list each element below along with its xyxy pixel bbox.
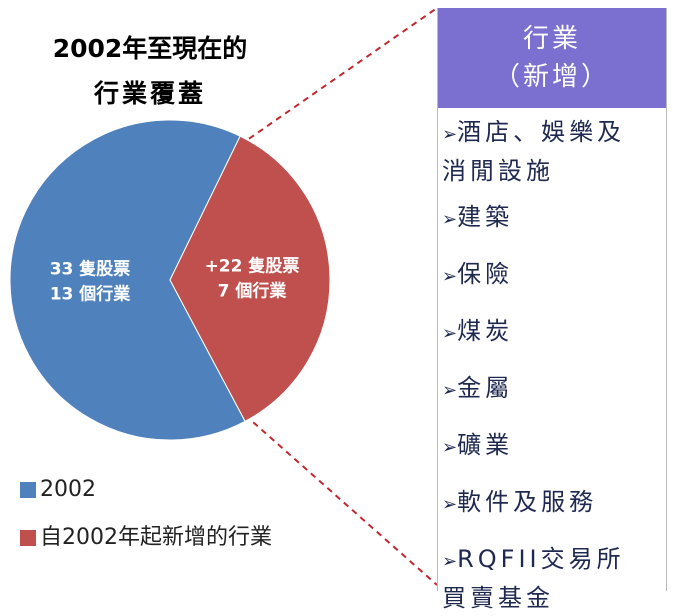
connector bbox=[239, 7, 437, 146]
industry-item: ➢煤炭 bbox=[438, 313, 666, 352]
slice-annotation: +22 隻股票 bbox=[205, 256, 300, 277]
bullet-arrow: ➢ bbox=[442, 124, 458, 145]
chart: 2002年至現在的 行業覆蓋 33 隻股票 13 個行業 +22 隻股票 7 個行業 2… bbox=[9, 7, 437, 586]
item-line: ➢酒店、娛樂及 bbox=[442, 114, 666, 153]
legend-swatch bbox=[20, 482, 36, 498]
slice-annotation: 33 隻股票 bbox=[50, 258, 131, 279]
chart-title: 2002年至現在的 bbox=[53, 34, 248, 63]
header-line: （新增） bbox=[493, 62, 610, 92]
industry-panel: 行業 （新增） ➢酒店、娛樂及 消閒設施 ➢建築 ➢保險 ➢煤炭 ➢金屬 ➢礦業 ➢軟件及服務… bbox=[437, 8, 667, 612]
item-text: 酒店、娛樂及 bbox=[457, 118, 626, 146]
panel-header: 行業 （新增） bbox=[438, 8, 666, 108]
industry-item: ➢保險 bbox=[438, 256, 666, 295]
item-text: RQFII交易所 bbox=[457, 545, 625, 573]
industry-item: ➢金屬 bbox=[438, 370, 666, 409]
item-line: ➢保險 bbox=[442, 256, 666, 295]
item-line: 買賣基金 bbox=[442, 580, 666, 616]
item-text: 消閒設施 bbox=[442, 157, 554, 185]
industry-item: ➢礦業 bbox=[438, 427, 666, 466]
item-line: ➢建築 bbox=[442, 199, 666, 238]
item-text: 保險 bbox=[457, 260, 514, 288]
data-label: 13 個行業 bbox=[50, 283, 131, 304]
pie-slice bbox=[9, 119, 246, 441]
item-line: ➢金屬 bbox=[442, 370, 666, 409]
header-line: 行業 bbox=[522, 24, 581, 54]
industry-item: ➢軟件及服務 bbox=[438, 484, 666, 523]
item-text: 軟件及服務 bbox=[457, 488, 598, 516]
item-text: 煤炭 bbox=[457, 317, 514, 345]
bullet-arrow: ➢ bbox=[442, 551, 458, 572]
chart-title: 行業覆蓋 bbox=[93, 79, 206, 108]
item-line: ➢RQFII交易所 bbox=[442, 541, 666, 580]
industry-list: ➢酒店、娛樂及 消閒設施 ➢建築 ➢保險 ➢煤炭 ➢金屬 ➢礦業 ➢軟件及服務 ➢RQFII交易… bbox=[438, 114, 666, 616]
data-label: 7 個行業 bbox=[218, 281, 287, 302]
legend-label: 自2002年起新增的行業 bbox=[40, 525, 272, 550]
item-text: 金屬 bbox=[457, 374, 514, 402]
item-text: 礦業 bbox=[457, 431, 514, 459]
pie-slice bbox=[169, 135, 331, 422]
bullet-arrow: ➢ bbox=[442, 323, 458, 344]
industry-item: ➢建築 bbox=[438, 199, 666, 238]
item-line: 消閒設施 bbox=[442, 153, 666, 189]
industry-item: ➢酒店、娛樂及消閒設施 bbox=[438, 114, 666, 189]
legend-swatch bbox=[20, 530, 36, 546]
item-line: ➢煤炭 bbox=[442, 313, 666, 352]
item-line: ➢礦業 bbox=[442, 427, 666, 466]
bullet-arrow: ➢ bbox=[442, 380, 458, 401]
bullet-arrow: ➢ bbox=[442, 437, 458, 458]
item-line: ➢軟件及服務 bbox=[442, 484, 666, 523]
item-text: 買賣基金 bbox=[442, 584, 554, 612]
bullet-arrow: ➢ bbox=[442, 494, 458, 515]
connector bbox=[244, 414, 437, 586]
bullet-arrow: ➢ bbox=[442, 209, 458, 230]
legend-label: 2002 bbox=[40, 477, 96, 502]
item-text: 建築 bbox=[457, 203, 514, 231]
bullet-arrow: ➢ bbox=[442, 266, 458, 287]
industry-item: ➢RQFII交易所買賣基金 bbox=[438, 541, 666, 616]
page: 2002年至現在的 行業覆蓋 33 隻股票 13 個行業 +22 隻股票 7 個行業 2… bbox=[9, 7, 667, 612]
